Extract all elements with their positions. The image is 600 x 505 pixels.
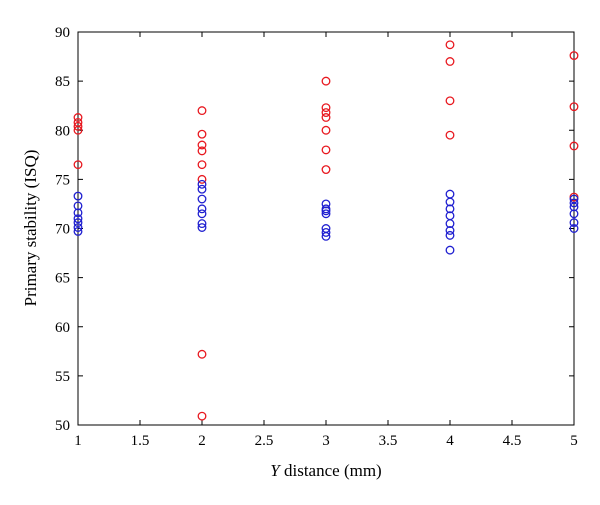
y-tick-label: 85 bbox=[55, 74, 70, 90]
y-tick-label: 70 bbox=[55, 222, 70, 238]
data-point bbox=[197, 129, 207, 139]
data-point bbox=[445, 245, 455, 255]
x-tick-label: 3.5 bbox=[379, 433, 398, 449]
data-point bbox=[197, 194, 207, 204]
data-point bbox=[321, 76, 331, 86]
series-0 bbox=[73, 40, 579, 421]
y-tick-label: 80 bbox=[55, 123, 70, 139]
data-point bbox=[73, 125, 83, 135]
data-point bbox=[321, 231, 331, 241]
data-point bbox=[73, 208, 83, 218]
data-point bbox=[569, 218, 579, 228]
x-tick-label: 3 bbox=[322, 433, 330, 449]
x-axis: 1 1.5 2 2.5 3 3.5 4 4.5 5 bbox=[74, 32, 578, 449]
y-tick-label: 60 bbox=[55, 320, 70, 336]
data-point bbox=[445, 130, 455, 140]
x-tick-label: 1 bbox=[74, 433, 82, 449]
data-point bbox=[321, 199, 331, 209]
data-point bbox=[197, 411, 207, 421]
data-points bbox=[73, 40, 579, 421]
data-point bbox=[321, 165, 331, 174]
data-point bbox=[73, 218, 83, 228]
data-point bbox=[445, 230, 455, 240]
data-point bbox=[197, 204, 207, 214]
data-point bbox=[321, 113, 331, 122]
y-tick-label: 75 bbox=[55, 172, 70, 188]
data-point bbox=[321, 108, 331, 118]
data-point bbox=[569, 209, 579, 219]
data-point bbox=[321, 227, 331, 237]
data-point bbox=[73, 121, 83, 131]
data-point bbox=[445, 219, 455, 229]
data-point bbox=[321, 145, 331, 155]
x-axis-title-variable: Y bbox=[270, 461, 281, 480]
x-tick-label: 2 bbox=[198, 433, 206, 449]
data-point bbox=[321, 125, 331, 135]
y-axis: 50 55 60 65 70 75 80 85 90 bbox=[55, 25, 574, 434]
data-point bbox=[445, 40, 455, 50]
data-point bbox=[73, 113, 83, 122]
data-point bbox=[73, 191, 83, 201]
x-tick-label: 4 bbox=[446, 433, 454, 449]
data-point bbox=[445, 96, 455, 106]
y-axis-title: Primary stability (ISQ) bbox=[21, 150, 40, 307]
data-point bbox=[197, 209, 207, 219]
y-tick-label: 55 bbox=[55, 369, 70, 385]
data-point bbox=[73, 214, 83, 224]
data-point bbox=[73, 226, 83, 236]
data-point bbox=[73, 201, 83, 211]
data-point bbox=[321, 103, 331, 113]
series-1 bbox=[73, 179, 579, 255]
x-tick-label: 2.5 bbox=[255, 433, 274, 449]
x-tick-label: 4.5 bbox=[503, 433, 522, 449]
data-point bbox=[73, 160, 83, 170]
data-point bbox=[569, 224, 579, 233]
x-tick-label: 1.5 bbox=[131, 433, 150, 449]
y-tick-label: 90 bbox=[55, 25, 70, 41]
data-point bbox=[197, 223, 207, 232]
data-point bbox=[569, 198, 579, 208]
data-point bbox=[445, 204, 455, 214]
data-point bbox=[73, 223, 83, 232]
data-point bbox=[197, 219, 207, 229]
y-tick-label: 65 bbox=[55, 271, 70, 287]
data-point bbox=[197, 146, 207, 156]
x-tick-label: 5 bbox=[570, 433, 578, 449]
data-point bbox=[569, 102, 579, 112]
y-tick-label: 50 bbox=[55, 418, 70, 434]
data-point bbox=[197, 184, 207, 194]
data-point bbox=[445, 57, 455, 66]
data-point bbox=[321, 206, 331, 216]
data-point bbox=[569, 51, 579, 61]
data-point bbox=[197, 160, 207, 170]
data-point bbox=[445, 197, 455, 207]
x-axis-title: Y distance (mm) bbox=[270, 461, 381, 480]
data-point bbox=[197, 349, 207, 359]
data-point bbox=[197, 140, 207, 150]
data-point bbox=[197, 106, 207, 116]
data-point bbox=[445, 226, 455, 235]
data-point bbox=[321, 209, 331, 219]
data-point bbox=[569, 202, 579, 212]
data-point bbox=[197, 174, 207, 184]
data-point bbox=[569, 141, 579, 151]
x-axis-title-rest: distance (mm) bbox=[280, 461, 382, 480]
data-point bbox=[197, 179, 207, 189]
